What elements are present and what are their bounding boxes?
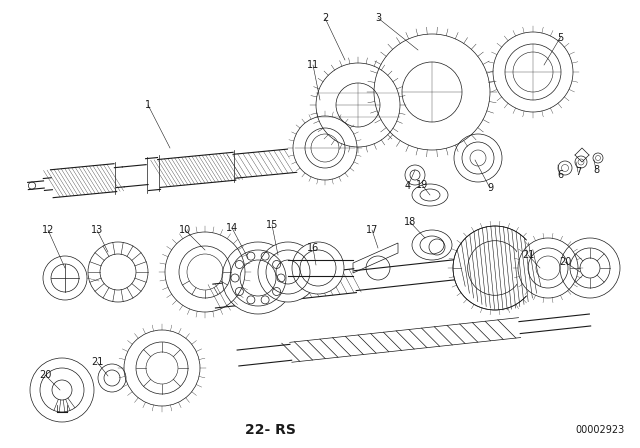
Text: 18: 18 bbox=[404, 217, 416, 227]
Circle shape bbox=[374, 34, 490, 150]
Text: 20: 20 bbox=[559, 257, 571, 267]
Text: 11: 11 bbox=[307, 60, 319, 70]
Text: 4: 4 bbox=[405, 181, 411, 191]
Circle shape bbox=[258, 242, 318, 302]
Text: 1: 1 bbox=[145, 100, 151, 110]
Text: 16: 16 bbox=[307, 243, 319, 253]
Circle shape bbox=[292, 242, 344, 294]
Circle shape bbox=[513, 233, 583, 303]
Circle shape bbox=[316, 63, 400, 147]
Circle shape bbox=[30, 358, 94, 422]
Text: 10: 10 bbox=[179, 225, 191, 235]
Circle shape bbox=[118, 324, 206, 412]
Text: 22- RS: 22- RS bbox=[244, 423, 296, 437]
Text: 9: 9 bbox=[487, 183, 493, 193]
Text: 14: 14 bbox=[226, 223, 238, 233]
Text: 17: 17 bbox=[366, 225, 378, 235]
Circle shape bbox=[448, 221, 542, 315]
Circle shape bbox=[288, 111, 362, 185]
Text: 20: 20 bbox=[39, 370, 51, 380]
Text: 5: 5 bbox=[557, 33, 563, 43]
Circle shape bbox=[222, 242, 294, 314]
Text: 19: 19 bbox=[416, 180, 428, 190]
Circle shape bbox=[159, 226, 251, 318]
Text: 7: 7 bbox=[575, 167, 581, 177]
Text: 21: 21 bbox=[522, 250, 534, 260]
Text: 8: 8 bbox=[593, 165, 599, 175]
Text: 21: 21 bbox=[91, 357, 103, 367]
Circle shape bbox=[453, 226, 537, 310]
Text: 13: 13 bbox=[91, 225, 103, 235]
Text: 15: 15 bbox=[266, 220, 278, 230]
Circle shape bbox=[560, 238, 620, 298]
Text: 2: 2 bbox=[322, 13, 328, 23]
Text: 00002923: 00002923 bbox=[575, 425, 625, 435]
Text: 12: 12 bbox=[42, 225, 54, 235]
Text: 3: 3 bbox=[375, 13, 381, 23]
Circle shape bbox=[487, 26, 579, 118]
Text: 6: 6 bbox=[557, 170, 563, 180]
